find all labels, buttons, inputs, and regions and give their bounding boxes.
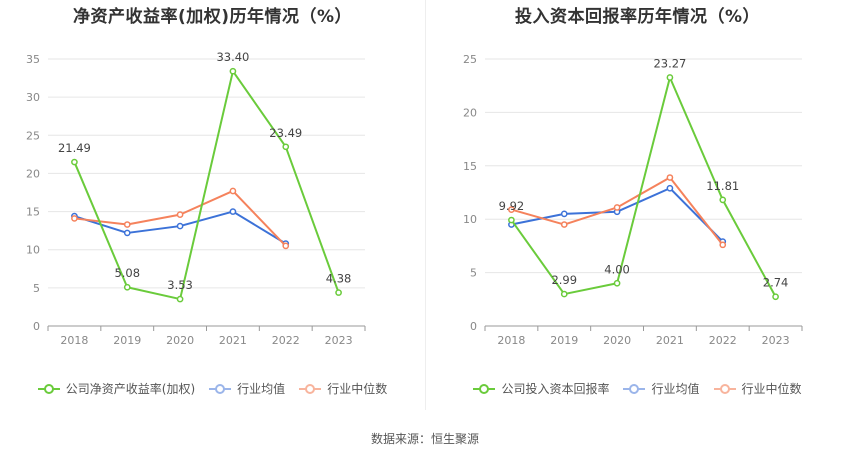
legend-company-icon — [473, 383, 496, 395]
data-label: 9.92 — [499, 199, 525, 213]
data-point — [123, 229, 131, 237]
data-label: 23.27 — [653, 56, 686, 70]
x-tick-label: 2020 — [603, 334, 631, 347]
data-label: 3.53 — [167, 278, 193, 292]
data-point — [666, 174, 674, 181]
legend-item-average[interactable]: 行业均值 — [209, 380, 285, 397]
y-tick-label: 25 — [26, 129, 40, 142]
x-tick-label: 2022 — [709, 334, 737, 347]
data-point — [71, 215, 78, 222]
legend-label: 行业中位数 — [741, 382, 802, 396]
y-tick-label: 20 — [463, 106, 477, 119]
legend-item-median[interactable]: 行业中位数 — [713, 380, 802, 397]
y-tick-label: 5 — [470, 267, 477, 280]
x-tick-label: 2023 — [325, 334, 353, 347]
chart-title: 投入资本回报率历年情况（%） — [514, 7, 761, 27]
data-point — [123, 283, 131, 291]
roe-line-chart: 0 5 10 15 20 25 30 35 2018 2019 2020 2021 2022 2023 21… — [26, 50, 366, 347]
x-tick-label: 2018 — [497, 334, 525, 347]
data-label: 11.81 — [706, 179, 739, 193]
y-tick-label: 5 — [33, 282, 40, 295]
legend-average-icon — [209, 383, 232, 395]
legend-average-icon — [623, 383, 646, 395]
y-tick-label: 0 — [470, 320, 477, 333]
panel-divider — [425, 0, 426, 410]
legend-label: 公司投入资本回报率 — [501, 382, 610, 396]
data-point — [71, 158, 78, 166]
y-tick-label: 10 — [26, 244, 40, 257]
legend-label: 行业均值 — [237, 382, 286, 396]
y-tick-label: 25 — [463, 53, 477, 66]
y-tick-label: 15 — [26, 206, 40, 219]
data-label: 2.74 — [763, 276, 789, 290]
x-tick-label: 2019 — [550, 334, 578, 347]
data-label: 23.49 — [269, 126, 302, 140]
data-point — [282, 242, 290, 250]
roe-chart-panel: 净资产收益率(加权)历年情况（%） 0 5 10 15 20 25 30 35 2018 2019… — [0, 0, 425, 420]
data-point — [508, 206, 515, 213]
data-point — [123, 221, 131, 228]
data-point — [666, 184, 674, 192]
legend-item-company[interactable]: 公司净资产收益率(加权) — [37, 380, 196, 397]
legend-median-icon — [299, 383, 322, 395]
data-point — [560, 210, 568, 218]
legend-item-average[interactable]: 行业均值 — [623, 380, 700, 397]
y-tick-label: 10 — [463, 213, 477, 226]
data-point — [613, 204, 621, 211]
data-point — [613, 279, 621, 287]
y-tick-label: 15 — [463, 160, 477, 173]
data-point — [229, 187, 237, 195]
x-tick-label: 2021 — [219, 334, 247, 347]
data-point — [719, 196, 727, 204]
data-point — [335, 289, 342, 296]
x-tick-label: 2020 — [166, 334, 194, 347]
y-tick-label: 30 — [26, 91, 40, 104]
data-label: 21.49 — [58, 141, 91, 155]
data-label: 2.99 — [551, 273, 577, 287]
data-point — [229, 208, 237, 215]
legend-company-icon — [37, 383, 60, 395]
data-point — [176, 211, 184, 218]
chart-legend: 公司净资产收益率(加权) 行业均值 行业中位数 — [0, 380, 425, 397]
data-point — [560, 290, 568, 298]
data-point — [508, 216, 515, 224]
series-line — [510, 76, 777, 298]
data-label: 4.00 — [604, 262, 630, 276]
x-tick-label: 2019 — [113, 334, 141, 347]
legend-median-icon — [713, 383, 736, 395]
y-tick-label: 35 — [26, 53, 40, 66]
data-point — [282, 143, 290, 151]
y-tick-label: 0 — [33, 320, 40, 333]
data-point — [772, 293, 779, 301]
legend-label: 公司净资产收益率(加权) — [65, 382, 196, 396]
legend-item-company[interactable]: 公司投入资本回报率 — [473, 380, 609, 397]
roic-line-chart: 0 5 10 15 20 25 2018 2019 2020 2021 2022 2023 9.92 2.… — [463, 53, 803, 347]
x-tick-label: 2018 — [60, 334, 88, 347]
data-label: 33.40 — [216, 50, 249, 64]
roic-chart-panel: 投入资本回报率历年情况（%） 0 5 10 15 20 25 2018 2019 2020 202… — [425, 0, 850, 420]
legend-label: 行业均值 — [651, 382, 700, 396]
data-point — [176, 222, 184, 230]
y-tick-label: 20 — [26, 167, 40, 180]
data-label: 5.08 — [114, 266, 140, 280]
legend-item-median[interactable]: 行业中位数 — [299, 380, 387, 397]
x-tick-label: 2022 — [272, 334, 300, 347]
data-point — [666, 74, 674, 81]
chart-legend: 公司投入资本回报率 行业均值 行业中位数 — [425, 380, 850, 397]
x-tick-label: 2021 — [656, 334, 684, 347]
series-line — [73, 70, 340, 301]
data-label: 4.38 — [326, 272, 352, 286]
legend-label: 行业中位数 — [327, 382, 388, 396]
chart-title: 净资产收益率(加权)历年情况（%） — [72, 7, 353, 27]
data-source-footer: 数据来源：恒生聚源 — [370, 432, 479, 446]
data-point — [229, 67, 237, 75]
data-point — [176, 295, 184, 303]
data-point — [560, 221, 568, 228]
data-point — [719, 241, 727, 249]
x-tick-label: 2023 — [762, 334, 790, 347]
